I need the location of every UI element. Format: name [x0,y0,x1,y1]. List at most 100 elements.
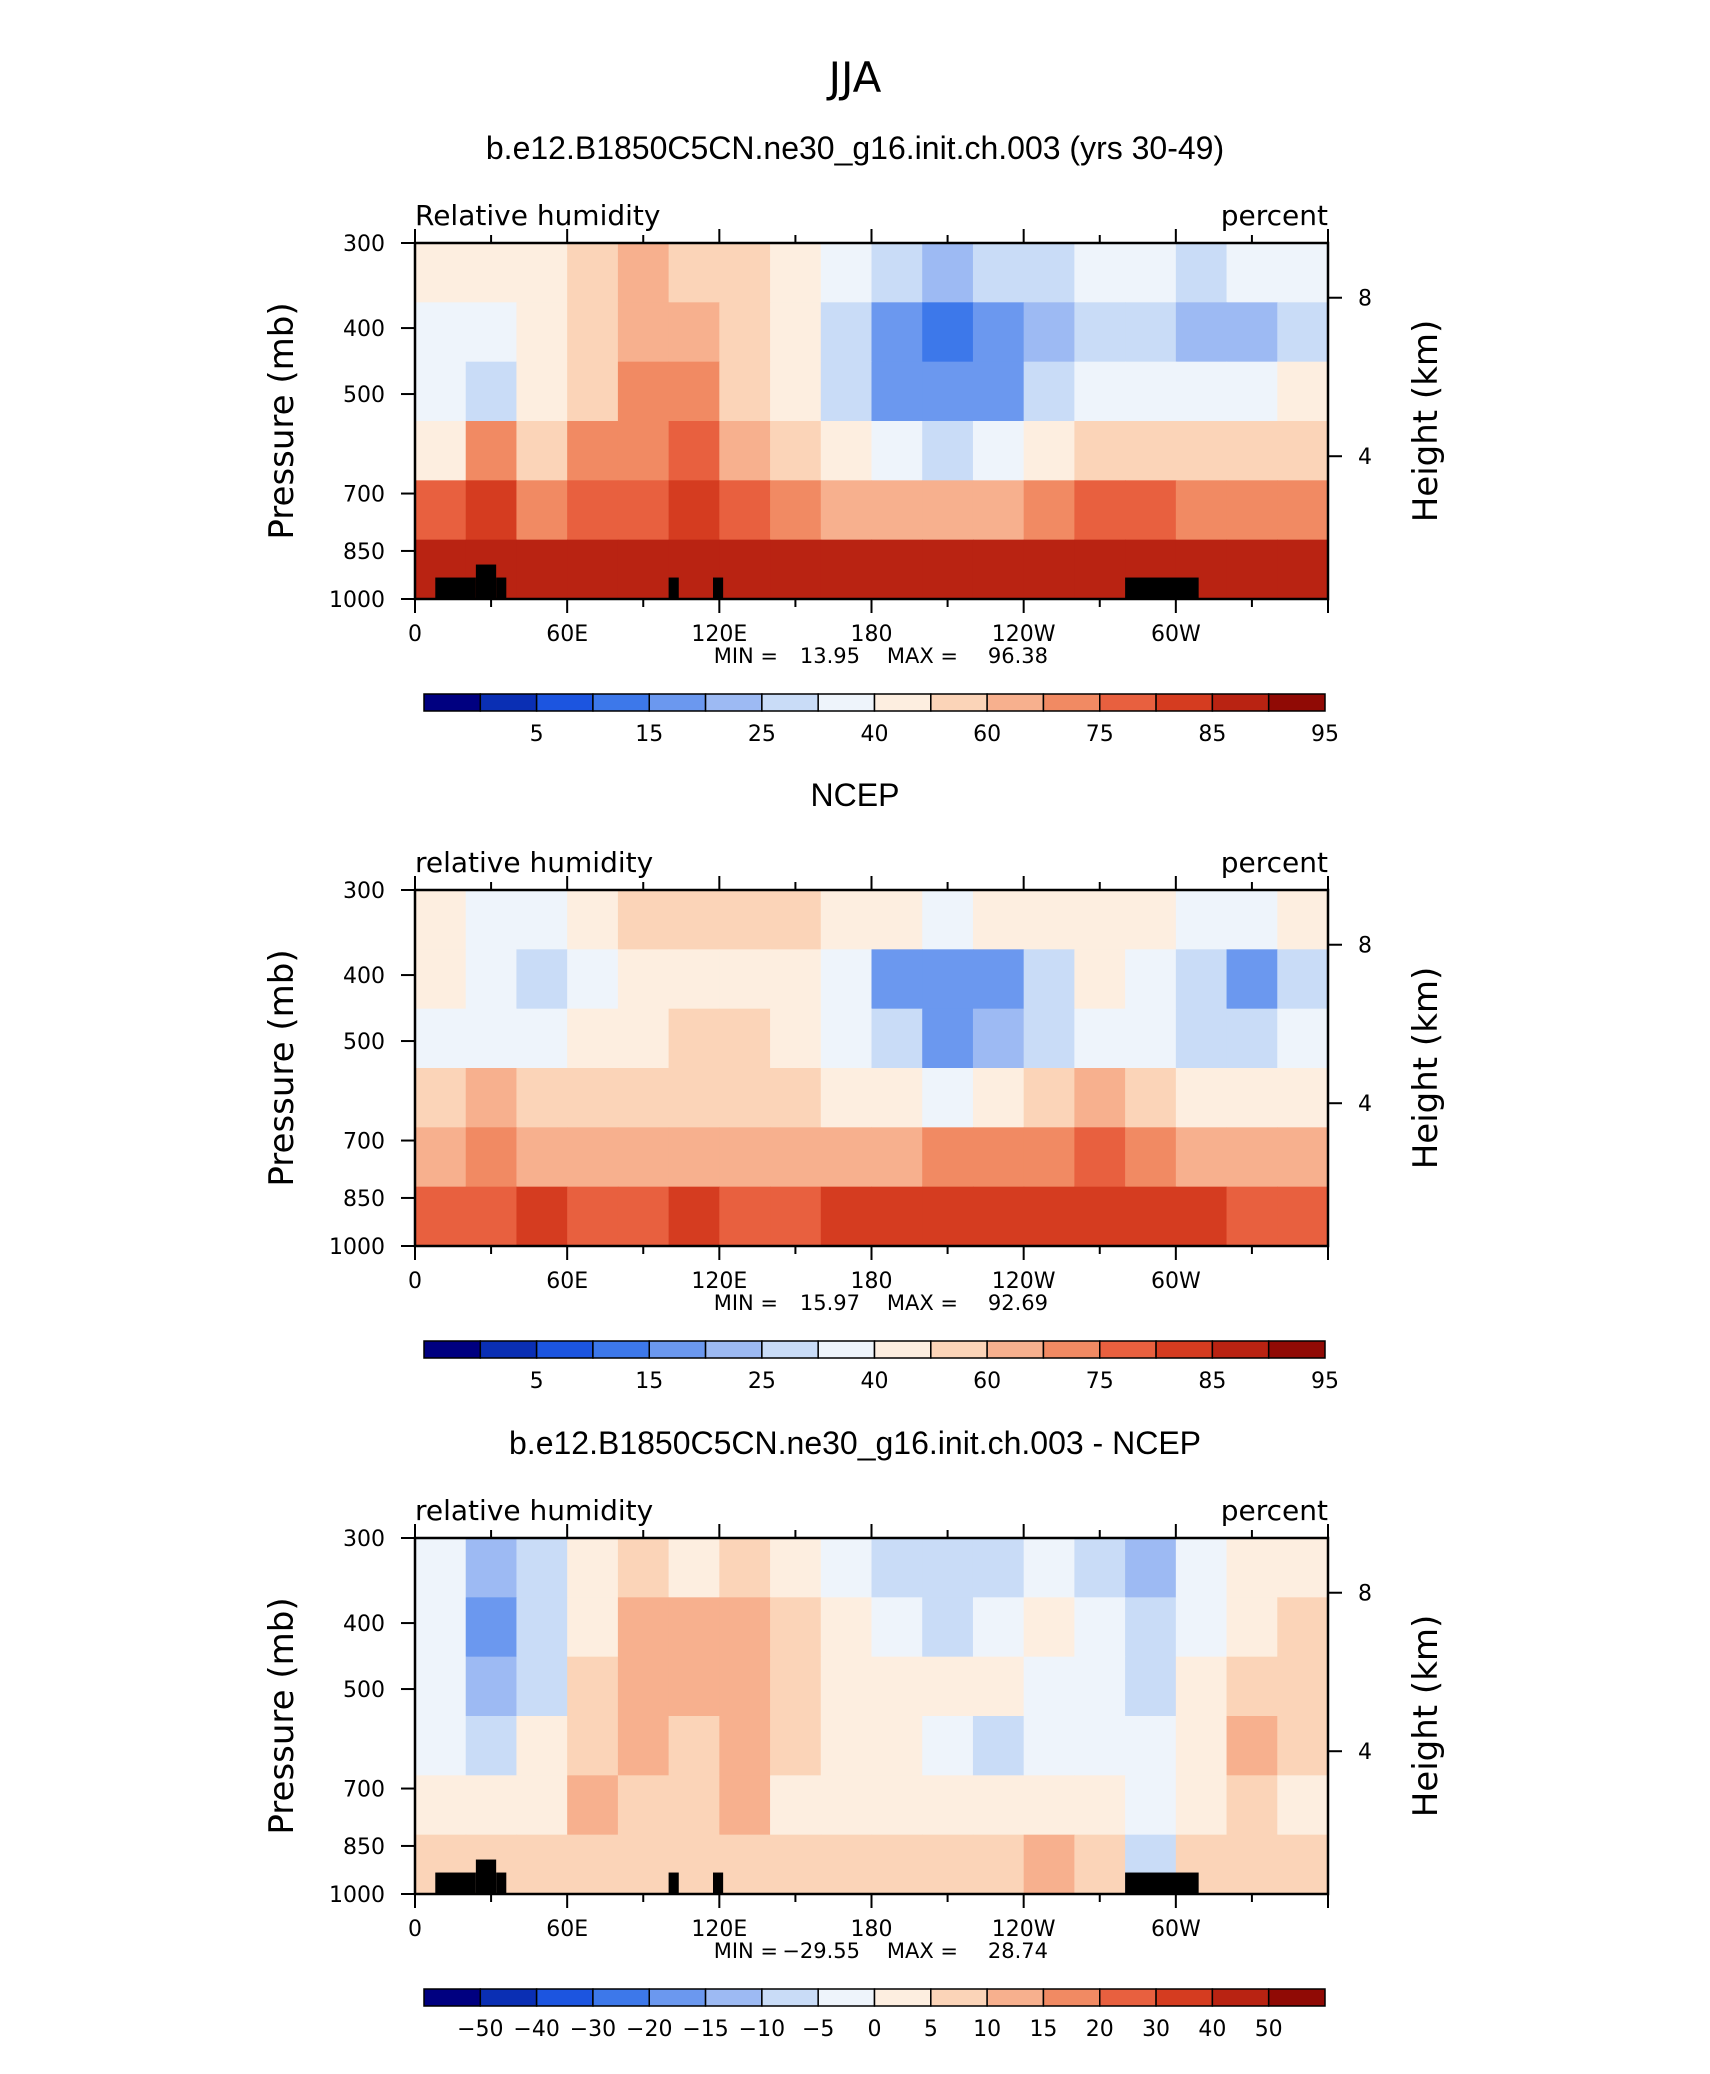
colorbar-swatch [592,1988,650,2007]
y-tick-label: 400 [343,964,385,989]
colorbar-label: 5 [530,1369,544,1394]
field-cell [567,1068,619,1128]
field-cell [770,421,822,481]
colorbar-swatch [1042,1340,1101,1359]
colorbar-swatch [986,1340,1045,1359]
field-cell [1277,1538,1329,1598]
colorbar-label: −40 [513,2017,559,2042]
x-tick-label: 0 [408,1917,422,1942]
field-cell [1125,890,1177,950]
colorbar-swatch [535,1988,594,2007]
colorbar-swatch [592,1340,650,1359]
colorbar-swatch [873,1988,932,2007]
field-cell [415,1775,467,1836]
field-cell [668,302,720,363]
field-cell [1023,1008,1075,1069]
field-cell [1277,1127,1329,1188]
field-cell [415,1068,467,1128]
terrain-block [668,577,679,599]
colorbar-swatch [535,693,594,712]
field-cell [871,1538,923,1598]
field-cell [719,890,771,950]
field-cell [972,1834,1025,1895]
field-cell [871,539,923,600]
field-cell [972,1656,1025,1717]
field-cell [617,480,670,541]
field-cell [567,421,619,481]
field-cell [820,949,873,1010]
field-cell [719,1068,771,1128]
field-cell [1074,1186,1126,1247]
field-cell [465,890,518,950]
field-cell [1125,1008,1177,1069]
field-cell [1074,480,1126,541]
field-cell [465,480,518,541]
field-cell [922,890,974,950]
field-cell [972,1008,1025,1069]
field-cell [617,1597,670,1658]
field-cell [1074,243,1126,303]
height-tick-label: 8 [1358,287,1372,312]
field-cell [1226,1716,1278,1776]
colorbar-label: 50 [1255,2017,1283,2042]
units-label: percent [1221,199,1328,232]
field-cell [719,1127,771,1188]
field-cell [972,1127,1025,1188]
field-cell [1125,1775,1177,1836]
field-cell [922,1656,974,1717]
field-cell [1277,1008,1329,1069]
field-cell [415,243,467,303]
field-cell [1175,1008,1228,1069]
field-cell [719,1656,771,1717]
y-tick-label: 300 [343,232,385,257]
field-cell [516,949,568,1010]
max-value: 28.74 [988,1939,1048,1963]
field-cell [668,1068,720,1128]
field-cell [922,1597,974,1658]
field-cell [567,1008,619,1069]
field-cell [668,421,720,481]
field-cell [617,949,670,1010]
height-tick-label: 4 [1358,1740,1372,1765]
terrain-block [475,564,497,599]
field-cell [972,480,1025,541]
height-tick-label: 8 [1358,934,1372,959]
field-cell [567,1656,619,1717]
colorbar-swatch [648,693,707,712]
field-cell [1074,1597,1126,1658]
field-cell [770,1775,822,1836]
field-cell [1125,949,1177,1010]
colorbar-swatch [1099,1988,1157,2007]
x-tick-label: 60E [546,1917,588,1942]
x-tick-label: 60W [1151,1917,1201,1942]
field-cell [1023,539,1075,600]
field-cell [770,1834,822,1895]
terrain-block [475,1859,497,1894]
field-cell [770,1538,822,1598]
contour-field [415,243,1329,600]
field-cell [1175,421,1228,481]
field-cell [1074,302,1126,363]
colorbar-swatch [986,1988,1045,2007]
panel-title: b.e12.B1850C5CN.ne30_g16.init.ch.003 - N… [509,1425,1201,1461]
field-cell [972,1716,1025,1776]
field-cell [516,1834,568,1895]
field-cell [820,1068,873,1128]
field-cell [1175,1538,1228,1598]
colorbar-label: 60 [973,722,1001,747]
terrain-block [435,1872,476,1894]
field-cell [1226,539,1278,600]
colorbar-swatch [1155,1988,1214,2007]
colorbar-label: −10 [739,2017,785,2042]
field-cell [1125,1186,1177,1247]
colorbar-label: 40 [861,722,889,747]
y-tick-label: 1000 [329,1235,385,1260]
field-cell [871,1186,923,1247]
field-cell [1277,1597,1329,1658]
field-cell [719,1538,771,1598]
colorbar-label: −20 [626,2017,672,2042]
field-cell [922,1834,974,1895]
field-cell [567,243,619,303]
field-cell [719,480,771,541]
field-cell [820,421,873,481]
